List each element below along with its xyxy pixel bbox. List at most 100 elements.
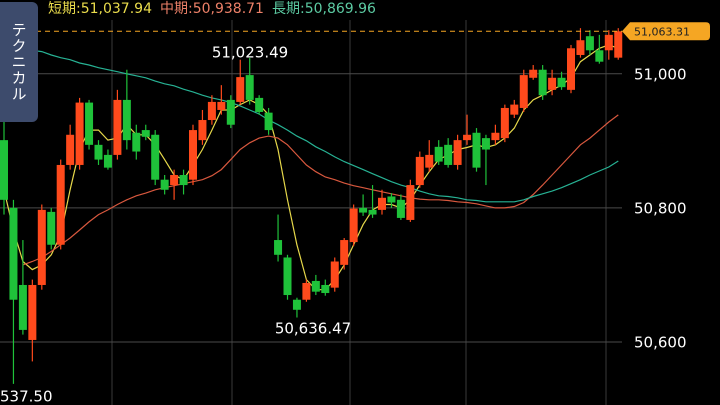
candle-body xyxy=(510,104,519,115)
candle-body xyxy=(576,40,585,55)
legend-name: 長期: xyxy=(272,1,305,17)
technical-tab[interactable]: テクニカル xyxy=(0,2,38,122)
y-tick-label: 50,600 xyxy=(634,333,687,351)
candle-body xyxy=(538,69,547,96)
candle-body xyxy=(274,240,283,255)
moving-average-line xyxy=(3,41,619,203)
candle xyxy=(28,279,37,362)
candle-body xyxy=(217,101,226,110)
candle xyxy=(567,44,575,94)
candle-body xyxy=(340,240,349,265)
candle xyxy=(387,193,396,208)
candle-body xyxy=(122,99,131,141)
low-label: 50,636.47 xyxy=(275,320,351,338)
candle-body xyxy=(0,140,8,200)
candle xyxy=(378,189,386,215)
candle-body xyxy=(491,132,500,141)
legend-value: 50,938.71 xyxy=(193,1,264,17)
candle xyxy=(113,89,122,160)
candle-body xyxy=(481,138,490,150)
candle-body xyxy=(9,207,18,300)
candle xyxy=(604,30,613,60)
candle xyxy=(85,99,94,150)
candle-body xyxy=(557,77,566,88)
candle-body xyxy=(519,75,528,108)
candle xyxy=(415,151,424,188)
candle xyxy=(340,238,349,270)
candle xyxy=(122,69,131,150)
candle-body xyxy=(415,156,424,186)
legend-name: 中期: xyxy=(160,1,193,17)
candle-body xyxy=(141,130,150,137)
candle-body xyxy=(113,99,122,155)
candle-body xyxy=(359,207,368,213)
candle xyxy=(75,97,84,170)
candle-body xyxy=(207,101,216,121)
y-tick-label: 51,000 xyxy=(634,65,687,83)
candle-body xyxy=(434,146,443,162)
candle-body xyxy=(500,107,509,139)
candle-body xyxy=(463,134,472,141)
candle-body xyxy=(378,197,386,210)
candle xyxy=(151,130,160,186)
candle-body xyxy=(170,175,179,186)
candle-body xyxy=(47,211,56,245)
edge-label: 537.50 xyxy=(0,388,53,405)
candle xyxy=(141,124,150,141)
legend: 短期:51,037.94 中期:50,938.71 長期:50,869.96 xyxy=(48,1,376,17)
candle-body xyxy=(66,134,75,165)
candle-body xyxy=(406,185,415,220)
candle-body xyxy=(368,209,377,215)
candle-body xyxy=(226,99,235,125)
candle-body xyxy=(179,175,188,186)
candle xyxy=(311,274,320,296)
candle-body xyxy=(56,164,65,245)
legend-value: 50,869.96 xyxy=(305,1,376,17)
candle-body xyxy=(321,284,330,294)
candle xyxy=(444,138,453,168)
candle-body xyxy=(75,102,84,165)
candle xyxy=(538,65,547,100)
candle-body xyxy=(28,284,37,340)
candle xyxy=(349,204,358,247)
candle-body xyxy=(453,140,462,165)
candle xyxy=(519,69,528,112)
candle-body xyxy=(103,154,112,168)
candle xyxy=(481,134,490,186)
candle-body xyxy=(604,34,613,51)
candle xyxy=(396,194,405,220)
candle-body xyxy=(132,132,141,152)
price-tag-label: 51,063.31 xyxy=(634,25,690,38)
high-label: 51,023.49 xyxy=(212,44,288,62)
candle xyxy=(198,109,207,145)
candle xyxy=(529,65,538,80)
candle-body xyxy=(160,179,169,190)
candle xyxy=(548,69,557,96)
legend-value: 51,037.94 xyxy=(81,1,152,17)
candle-body xyxy=(614,31,623,58)
candle xyxy=(425,140,434,172)
candle-body xyxy=(283,257,292,296)
candle xyxy=(434,140,443,165)
candle-body xyxy=(236,77,245,102)
candle-body xyxy=(330,261,339,288)
candle xyxy=(18,240,27,335)
candle xyxy=(557,71,566,90)
candle-body xyxy=(245,75,254,100)
candle xyxy=(491,124,500,145)
candle xyxy=(179,169,188,195)
candle xyxy=(264,107,273,135)
candle xyxy=(56,159,65,250)
candle xyxy=(283,254,292,300)
candle-body xyxy=(302,282,311,300)
candle-body xyxy=(567,48,575,90)
candle xyxy=(463,114,472,145)
candle xyxy=(368,185,377,218)
candle-body xyxy=(151,134,160,180)
candle xyxy=(217,85,226,115)
candle xyxy=(585,30,594,55)
candle xyxy=(472,128,481,172)
candle xyxy=(189,124,197,186)
